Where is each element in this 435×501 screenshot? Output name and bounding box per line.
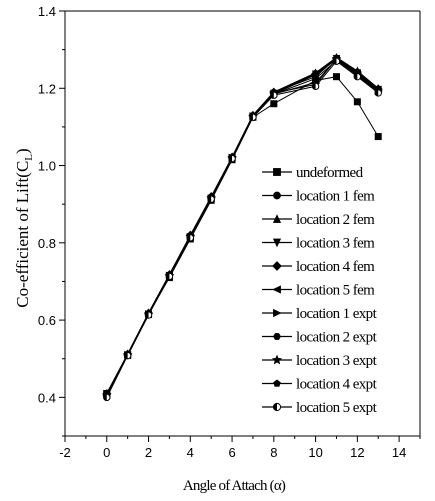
marker-half-fill bbox=[270, 92, 274, 99]
y-tick-label: 1.4 bbox=[38, 4, 56, 19]
legend-item: location 4 fem bbox=[262, 259, 376, 275]
legend-item: location 1 fem bbox=[262, 189, 376, 205]
y-axis-label: Co-efficient of Lift(CL) bbox=[13, 148, 35, 307]
legend-item: location 5 fem bbox=[262, 283, 376, 299]
y-tick-label: 1.0 bbox=[38, 159, 56, 174]
legend-item: location 1 expt bbox=[262, 306, 378, 322]
marker-half-fill bbox=[145, 311, 149, 319]
x-tick-label: 10 bbox=[308, 445, 322, 460]
data-point bbox=[374, 133, 382, 141]
x-axis-label: Angle of Attach (α) bbox=[183, 478, 286, 494]
marker-half-fill bbox=[354, 73, 358, 80]
data-point bbox=[186, 234, 194, 242]
y-tick-label: 0.6 bbox=[38, 313, 56, 328]
data-point bbox=[311, 82, 320, 91]
marker-half-fill bbox=[312, 83, 316, 90]
marker-half-fill bbox=[187, 234, 191, 241]
y-axis-label-main: Co-efficient of Lift(C bbox=[13, 161, 32, 308]
data-point bbox=[249, 113, 257, 121]
y-tick-label: 1.2 bbox=[38, 81, 56, 96]
legend-marker bbox=[273, 168, 281, 176]
data-point bbox=[270, 91, 278, 99]
legend-marker bbox=[273, 333, 281, 340]
axes: -2 0 2 4 6 8 10 12 14 0.4 0.6 0.8 1.0 1.2 1.4 bbox=[38, 4, 421, 460]
marker-half-fill bbox=[228, 155, 233, 162]
legend-label: location 1 expt bbox=[296, 306, 378, 322]
legend-marker bbox=[273, 379, 281, 387]
data-point bbox=[103, 393, 111, 402]
legend-item: location 3 fem bbox=[262, 236, 376, 252]
x-tick-label: 8 bbox=[270, 445, 277, 460]
x-tick-label: 2 bbox=[145, 445, 152, 460]
legend-marker bbox=[271, 354, 283, 365]
x-tick-label: 6 bbox=[228, 445, 235, 460]
series-location-5-expt bbox=[103, 57, 382, 402]
legend-label: location 5 expt bbox=[296, 400, 378, 416]
data-point bbox=[165, 272, 174, 281]
x-tick-label: 12 bbox=[350, 445, 364, 460]
legend: undeformed location 1 fem location 2 fem lo… bbox=[262, 165, 378, 416]
legend-item: location 4 expt bbox=[262, 377, 378, 393]
legend-item: location 2 fem bbox=[262, 212, 376, 228]
data-point bbox=[312, 73, 319, 80]
data-point bbox=[207, 195, 215, 203]
x-tick-label: 4 bbox=[187, 445, 194, 460]
data-series bbox=[102, 52, 383, 402]
data-point bbox=[332, 57, 341, 65]
data-point bbox=[123, 351, 132, 360]
legend-label: location 3 expt bbox=[296, 353, 378, 369]
legend-item: undeformed bbox=[262, 165, 364, 181]
marker-half-fill bbox=[273, 403, 277, 411]
legend-marker bbox=[272, 238, 282, 248]
marker-half-fill bbox=[333, 58, 337, 65]
x-tick-label: 14 bbox=[392, 445, 406, 460]
legend-label: location 3 fem bbox=[296, 236, 375, 252]
legend-marker bbox=[272, 214, 282, 223]
legend-label: location 4 fem bbox=[296, 259, 375, 275]
legend-label: location 4 expt bbox=[296, 377, 378, 393]
legend-item: location 2 expt bbox=[262, 330, 378, 346]
marker-half-fill bbox=[124, 352, 128, 359]
data-point bbox=[228, 154, 236, 163]
legend-label: location 5 fem bbox=[296, 283, 375, 299]
y-axis-label-close: ) bbox=[13, 148, 32, 154]
marker-half-fill bbox=[207, 195, 212, 203]
legend-item: location 3 expt bbox=[262, 353, 378, 369]
data-point bbox=[144, 311, 153, 319]
y-tick-label: 0.4 bbox=[38, 390, 56, 405]
x-tick-label: 0 bbox=[103, 445, 110, 460]
legend-marker bbox=[272, 285, 281, 294]
legend-marker bbox=[273, 191, 281, 200]
legend-item: location 5 expt bbox=[262, 400, 378, 416]
data-point bbox=[353, 72, 362, 81]
y-tick-label: 0.8 bbox=[38, 236, 56, 251]
legend-label: undeformed bbox=[296, 165, 364, 181]
legend-marker bbox=[272, 402, 282, 412]
data-point bbox=[332, 73, 340, 81]
marker-half-fill bbox=[166, 273, 170, 280]
marker-half-fill bbox=[103, 394, 107, 401]
legend-marker bbox=[273, 308, 282, 318]
legend-label: location 2 expt bbox=[296, 330, 378, 346]
y-axis-label-sub: L bbox=[23, 154, 35, 161]
x-tick-label: -2 bbox=[59, 445, 71, 460]
data-point bbox=[353, 98, 361, 106]
legend-marker bbox=[272, 261, 282, 271]
legend-label: location 1 fem bbox=[296, 189, 375, 205]
legend-label: location 2 fem bbox=[296, 212, 375, 228]
marker-half-fill bbox=[375, 89, 379, 97]
series-line bbox=[106, 60, 379, 398]
data-point bbox=[374, 89, 382, 97]
data-point bbox=[270, 100, 278, 108]
marker-half-fill bbox=[249, 114, 253, 121]
